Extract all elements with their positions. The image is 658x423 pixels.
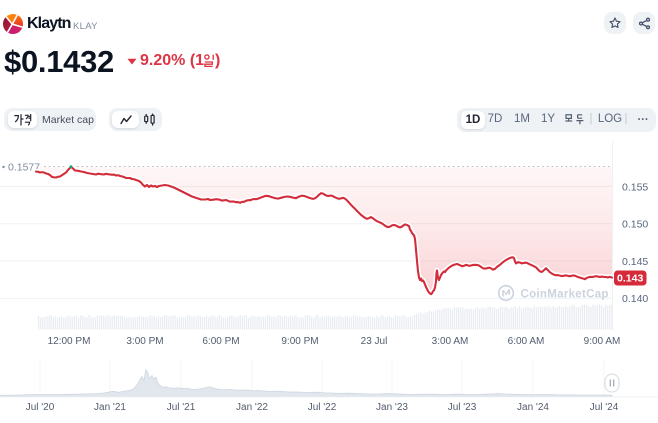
svg-text:6:00 PM: 6:00 PM xyxy=(202,336,239,347)
svg-text:0.150: 0.150 xyxy=(622,219,648,231)
svg-text:0.140: 0.140 xyxy=(622,293,648,305)
svg-text:CoinMarketCap: CoinMarketCap xyxy=(521,289,609,301)
svg-text:Jan '22: Jan '22 xyxy=(236,402,268,413)
svg-text:Jan '23: Jan '23 xyxy=(376,402,408,413)
svg-text:6:00 AM: 6:00 AM xyxy=(508,336,545,347)
svg-text:0.143: 0.143 xyxy=(617,273,643,285)
svg-text:9:00 AM: 9:00 AM xyxy=(584,336,621,347)
svg-text:23 Jul: 23 Jul xyxy=(361,336,388,347)
svg-text:3:00 AM: 3:00 AM xyxy=(432,336,469,347)
svg-text:Jan '24: Jan '24 xyxy=(517,402,549,413)
svg-text:Jul '22: Jul '22 xyxy=(308,402,337,413)
svg-text:Jan '21: Jan '21 xyxy=(94,402,126,413)
svg-text:Jul '21: Jul '21 xyxy=(167,402,196,413)
svg-text:3:00 PM: 3:00 PM xyxy=(126,336,163,347)
svg-text:Jul '23: Jul '23 xyxy=(448,402,477,413)
svg-text:0.145: 0.145 xyxy=(622,256,648,268)
svg-text:12:00 PM: 12:00 PM xyxy=(48,336,91,347)
svg-text:Jul '20: Jul '20 xyxy=(26,402,55,413)
svg-text:Jul '24: Jul '24 xyxy=(590,402,619,413)
svg-text:9:00 PM: 9:00 PM xyxy=(281,336,318,347)
svg-text:0.155: 0.155 xyxy=(622,181,648,193)
svg-text:0.1577: 0.1577 xyxy=(8,162,40,174)
